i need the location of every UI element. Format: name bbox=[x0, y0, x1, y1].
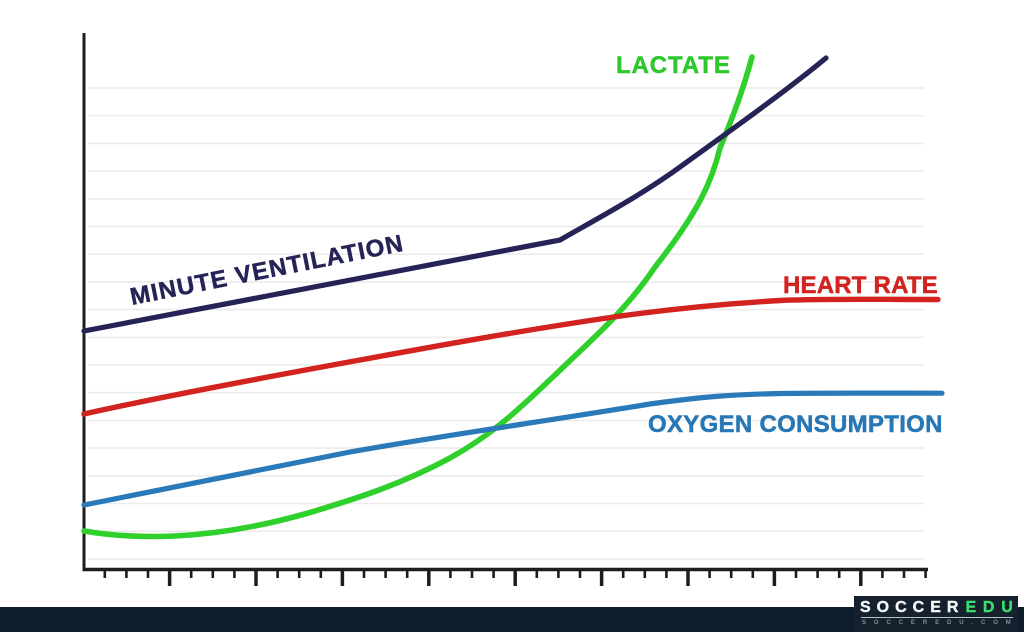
svg-text:LACTATE: LACTATE bbox=[616, 52, 731, 79]
svg-text:MINUTE VENTILATION: MINUTE VENTILATION bbox=[128, 230, 406, 311]
svg-text:OXYGEN CONSUMPTION: OXYGEN CONSUMPTION bbox=[648, 411, 943, 438]
svg-text:HEART RATE: HEART RATE bbox=[783, 272, 938, 299]
